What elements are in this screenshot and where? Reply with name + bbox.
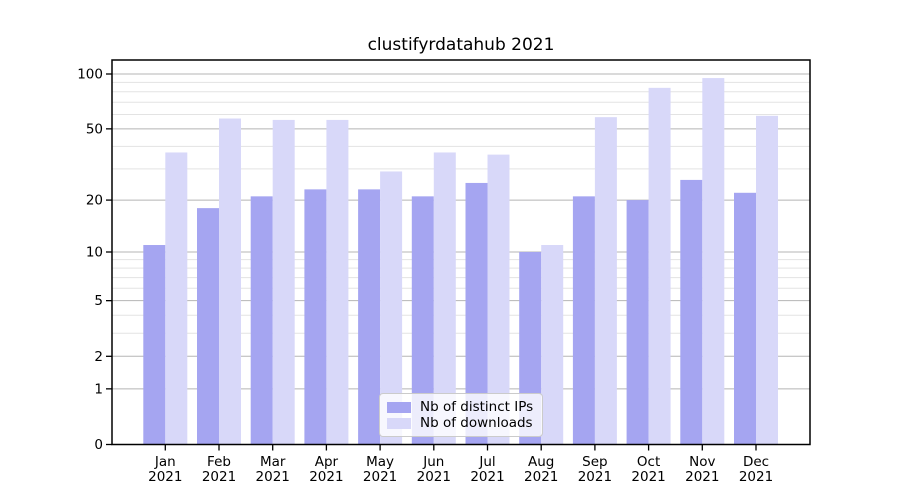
legend-swatch-downloads — [387, 417, 411, 429]
legend-swatch-distinct-ips — [387, 401, 411, 413]
bar-ips-feb — [197, 208, 219, 445]
bar-ips-sep — [572, 196, 595, 445]
x-tick-label: Nov 2021 — [685, 454, 719, 485]
y-tick-label: 20 — [86, 193, 103, 209]
legend-label-distinct-ips: Nb of distinct IPs — [420, 399, 534, 415]
bar-downloads-nov — [702, 78, 725, 445]
bar-ips-nov — [680, 179, 703, 445]
x-tick-label: Mar 2021 — [256, 454, 290, 485]
x-tick-label: Jul 2021 — [470, 454, 504, 485]
bar-downloads-apr — [326, 119, 349, 445]
legend-item-distinct-ips: Nb of distinct IPs — [387, 399, 533, 415]
y-tick-label: 100 — [77, 67, 103, 83]
y-tick-label: 1 — [94, 381, 103, 397]
bar-downloads-jul — [487, 154, 510, 445]
x-tick-label: Apr 2021 — [309, 454, 343, 485]
y-tick-label: 5 — [94, 293, 103, 309]
legend-label-downloads: Nb of downloads — [420, 415, 533, 431]
y-tick-label: 50 — [86, 121, 103, 137]
y-tick-label: 10 — [86, 244, 103, 260]
x-tick-label: May 2021 — [363, 454, 397, 485]
bar-downloads-mar — [272, 119, 295, 445]
x-tick-label: Jun 2021 — [417, 454, 451, 485]
bar-ips-jul — [465, 182, 488, 445]
x-tick-label: Oct 2021 — [631, 454, 665, 485]
y-tick-label: 2 — [94, 349, 103, 365]
bar-downloads-feb — [219, 118, 241, 445]
x-tick-label: Feb 2021 — [202, 454, 236, 485]
bar-downloads-jan — [165, 152, 188, 445]
bar-downloads-may — [380, 171, 403, 445]
bar-ips-oct — [626, 200, 649, 445]
bar-downloads-sep — [594, 117, 617, 445]
bar-downloads-oct — [648, 87, 671, 445]
x-tick-label: Aug 2021 — [524, 454, 558, 485]
bar-downloads-jun — [433, 152, 456, 445]
bar-downloads-dec — [756, 115, 778, 445]
bar-ips-mar — [250, 196, 273, 445]
bar-ips-may — [358, 189, 381, 445]
legend: Nb of distinct IPs Nb of downloads — [379, 393, 543, 437]
bar-ips-dec — [734, 192, 756, 445]
x-tick-label: Dec 2021 — [739, 454, 773, 485]
chart-title: clustifyrdatahub 2021 — [367, 35, 555, 55]
y-tick-label: 0 — [94, 437, 103, 453]
bar-ips-jan — [143, 245, 166, 445]
x-tick-label: Sep 2021 — [578, 454, 612, 485]
bar-downloads-aug — [541, 245, 564, 445]
legend-item-downloads: Nb of downloads — [387, 415, 533, 431]
bar-ips-jun — [411, 196, 434, 445]
bar-ips-apr — [304, 189, 327, 445]
x-tick-label: Jan 2021 — [148, 454, 182, 485]
